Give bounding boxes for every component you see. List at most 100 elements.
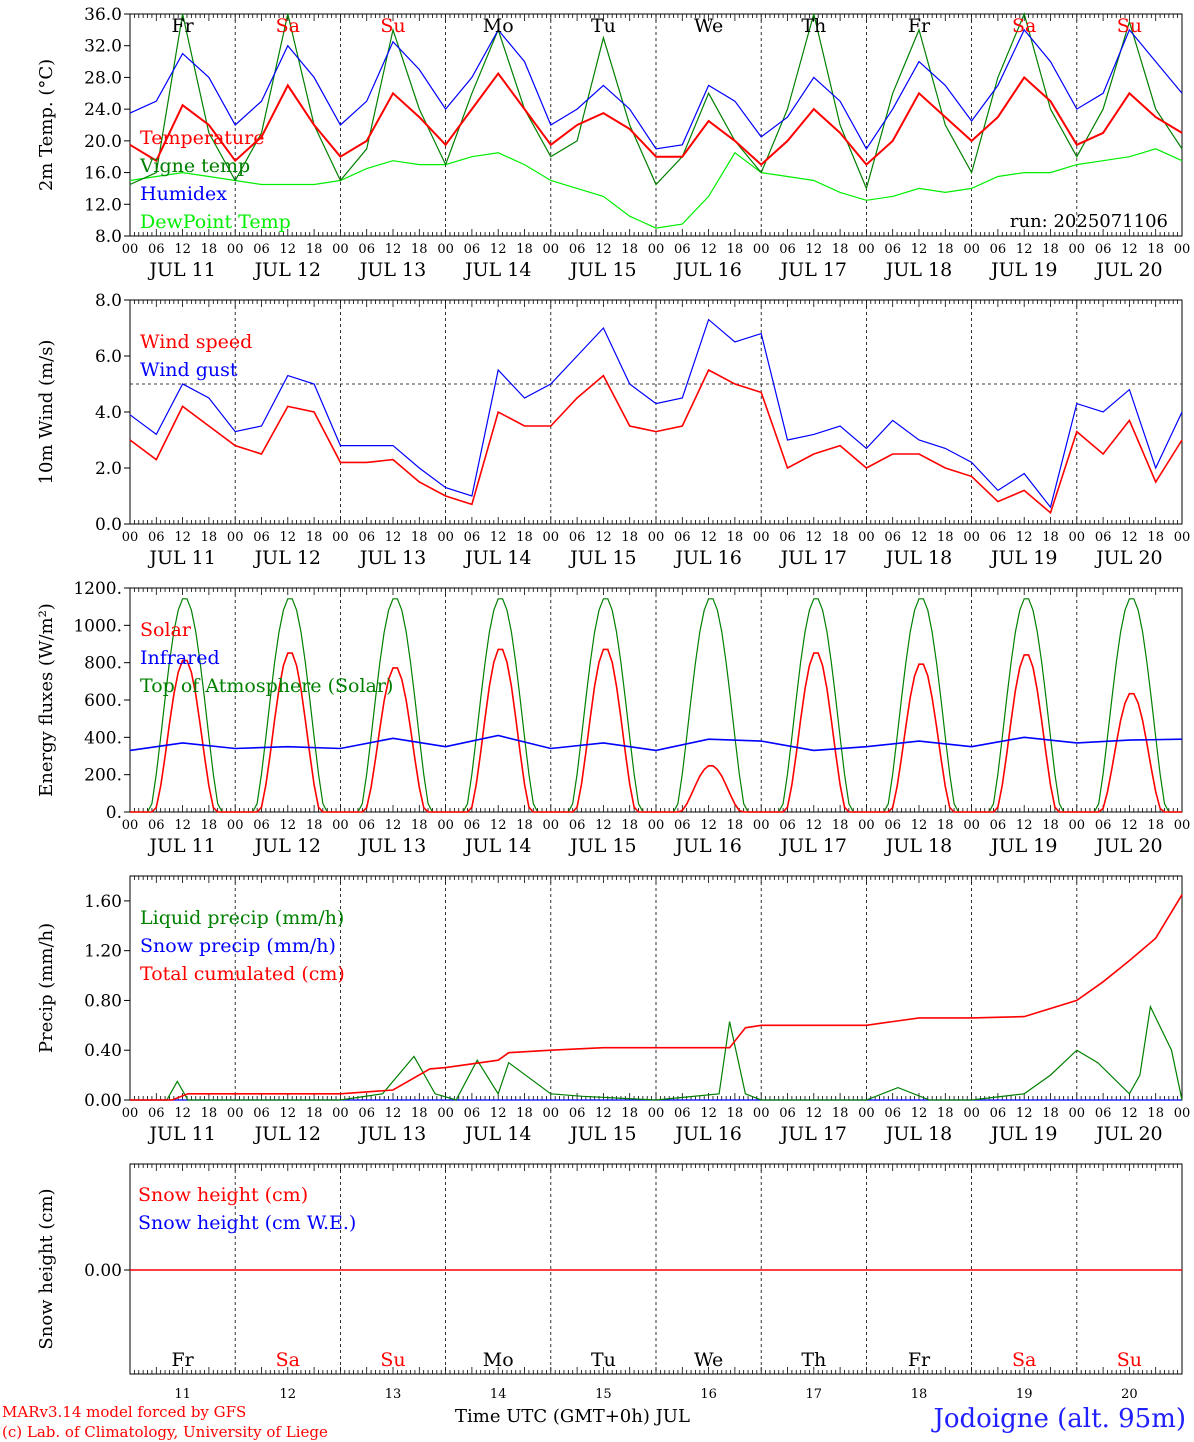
hour-tick-label: 00 [963,530,980,545]
hour-tick-label: 12 [1121,1106,1138,1121]
y-tick-label: 800. [84,654,122,674]
legend-entry: Wind gust [140,359,238,381]
date-label: JUL 15 [568,835,636,857]
weekday-label: Fr [908,15,931,37]
hour-tick-label: 00 [753,242,770,257]
hour-tick-label: 18 [1147,1106,1164,1121]
hour-tick-label: 18 [411,818,428,833]
date-label: JUL 17 [779,835,847,857]
hour-tick-label: 18 [411,1106,428,1121]
hour-tick-label: 12 [806,242,823,257]
hour-tick-label: 06 [569,1106,586,1121]
date-label: JUL 16 [673,259,741,281]
date-label: JUL 12 [253,259,321,281]
hour-tick-label: 06 [884,242,901,257]
date-label: JUL 11 [147,259,215,281]
date-label: JUL 18 [884,1123,952,1145]
hour-tick-label: 12 [700,818,717,833]
hour-tick-label: 00 [122,530,139,545]
hour-tick-label: 06 [253,530,270,545]
hour-tick-label: 12 [700,242,717,257]
hour-tick-label: 00 [332,242,349,257]
legend-entry: Snow height (cm W.E.) [138,1212,356,1234]
hour-tick-label: 06 [779,818,796,833]
hour-tick-label: 06 [990,818,1007,833]
hour-tick-label: 18 [832,530,849,545]
date-label: JUL 16 [673,1123,741,1145]
hour-tick-label: 12 [911,1106,928,1121]
weekday-label: Sa [276,15,300,37]
y-tick-label: 2.0 [95,459,122,479]
hour-tick-label: 18 [1042,818,1059,833]
hour-tick-label: 12 [911,818,928,833]
hour-tick-label: 06 [779,1106,796,1121]
hour-tick-label: 00 [437,1106,454,1121]
vigne-temp-line [129,12,1183,191]
y-tick-label: 0.40 [84,1041,122,1061]
hour-tick-label: 12 [1016,530,1033,545]
day-number-label: 14 [490,1387,507,1402]
hour-tick-label: 06 [253,1106,270,1121]
hour-tick-label: 00 [1174,242,1191,257]
hour-tick-label: 06 [358,818,375,833]
hour-tick-label: 18 [937,242,954,257]
hour-tick-label: 00 [648,1106,665,1121]
y-tick-label: 1.20 [84,942,122,962]
date-label: JUL 20 [1094,547,1162,569]
hour-tick-label: 12 [1016,242,1033,257]
weekday-label: Sa [276,1349,300,1371]
infrared-line [129,734,1183,752]
date-label: JUL 14 [463,1123,531,1145]
hour-tick-label: 00 [963,818,980,833]
hour-tick-label: 12 [174,818,191,833]
y-tick-label: 0.0 [95,515,122,535]
hour-tick-label: 18 [1147,530,1164,545]
panel-1-legend: Temperature Vigne temp Humidex DewPoint Tem… [139,127,291,233]
legend-entry: DewPoint Temp [140,211,291,233]
panel-3-frame: 00 06 12 18 JUL 11 00 06 12 18 JUL 12 00 06 12 18 JUL … [122,587,1190,857]
date-label: JUL 15 [568,1123,636,1145]
hour-tick-label: 12 [280,1106,297,1121]
panel-2-frame: 00 06 12 18 JUL 11 00 06 12 18 JUL 12 00 06 12 18 JUL … [122,299,1190,569]
hour-tick-label: 00 [227,1106,244,1121]
station-name: Jodoigne (alt. 95m) [933,1404,1186,1434]
hour-tick-label: 06 [253,818,270,833]
hour-tick-label: 12 [490,242,507,257]
weekday-label: Su [1117,1349,1142,1371]
legend-entry: Wind speed [140,331,252,353]
hour-tick-label: 06 [779,242,796,257]
weekday-label: Su [380,15,405,37]
hour-tick-label: 06 [779,530,796,545]
x-axis-title: Time UTC (GMT+0h) JUL [455,1406,690,1427]
humidex-line [129,28,1183,150]
panel-4-y-axis: 1.60 1.20 0.80 0.40 0.00 Precip (mm/h) [36,892,130,1111]
hour-tick-label: 00 [543,1106,560,1121]
legend-entry: Vigne temp [139,155,250,177]
hour-tick-label: 12 [174,242,191,257]
date-label: JUL 18 [884,835,952,857]
hour-tick-label: 12 [595,530,612,545]
y-tick-label: 1000. [73,616,122,636]
liquid-precip-line [130,1004,1183,1101]
hour-tick-label: 12 [595,242,612,257]
date-label: JUL 19 [989,835,1057,857]
hour-tick-label: 06 [1095,242,1112,257]
legend-entry: Humidex [140,183,227,205]
panel-2-y-axis: 8.0 6.0 4.0 2.0 0.0 10m Wind (m/s) [36,291,130,535]
y-tick-label: 600. [84,691,122,711]
hour-tick-label: 18 [516,1106,533,1121]
panel-1-frame: 00 06 12 18 JUL 11 00 06 12 18 JUL 12 00 06 12 18 JUL … [122,13,1191,281]
day-number-label: 15 [595,1387,612,1402]
hour-tick-label: 00 [753,1106,770,1121]
y-tick-label: 200. [84,766,122,786]
hour-tick-label: 18 [306,530,323,545]
wind-speed-line [129,368,1183,515]
panel-4-legend: Liquid precip (mm/h) Snow precip (mm/h) To… [140,907,345,985]
hour-tick-label: 00 [332,530,349,545]
hour-tick-label: 12 [174,1106,191,1121]
hour-tick-label: 00 [963,1106,980,1121]
panel-5-legend: Snow height (cm) Snow height (cm W.E.) [138,1184,356,1234]
weekday-label: Tu [591,1349,616,1371]
date-label: JUL 13 [358,547,426,569]
hour-tick-label: 06 [569,818,586,833]
